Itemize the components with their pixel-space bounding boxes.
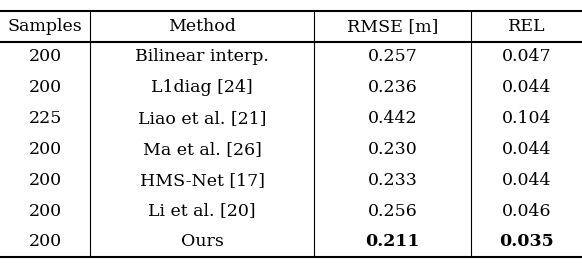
Text: Liao et al. [21]: Liao et al. [21] <box>138 110 267 127</box>
Text: L1diag [24]: L1diag [24] <box>151 79 253 96</box>
Text: 200: 200 <box>29 233 62 250</box>
Text: 0.442: 0.442 <box>368 110 418 127</box>
Text: 0.233: 0.233 <box>368 172 418 189</box>
Text: Ma et al. [26]: Ma et al. [26] <box>143 141 262 158</box>
Text: 0.211: 0.211 <box>365 233 420 250</box>
Text: 200: 200 <box>29 79 62 96</box>
Text: 0.046: 0.046 <box>502 203 552 219</box>
Text: Method: Method <box>168 18 236 35</box>
Text: 225: 225 <box>29 110 62 127</box>
Text: Ours: Ours <box>181 233 223 250</box>
Text: RMSE [m]: RMSE [m] <box>347 18 439 35</box>
Text: 0.047: 0.047 <box>502 49 552 65</box>
Text: 0.230: 0.230 <box>368 141 418 158</box>
Text: 0.044: 0.044 <box>502 141 552 158</box>
Text: 0.044: 0.044 <box>502 79 552 96</box>
Text: 0.044: 0.044 <box>502 172 552 189</box>
Text: 200: 200 <box>29 49 62 65</box>
Text: 0.257: 0.257 <box>368 49 418 65</box>
Text: 200: 200 <box>29 141 62 158</box>
Text: HMS-Net [17]: HMS-Net [17] <box>140 172 265 189</box>
Text: Li et al. [20]: Li et al. [20] <box>148 203 256 219</box>
Text: 0.256: 0.256 <box>368 203 418 219</box>
Text: REL: REL <box>508 18 545 35</box>
Text: 0.104: 0.104 <box>502 110 552 127</box>
Text: 0.236: 0.236 <box>368 79 418 96</box>
Text: 0.035: 0.035 <box>499 233 554 250</box>
Text: 200: 200 <box>29 172 62 189</box>
Text: 200: 200 <box>29 203 62 219</box>
Text: Samples: Samples <box>8 18 83 35</box>
Text: Bilinear interp.: Bilinear interp. <box>135 49 269 65</box>
